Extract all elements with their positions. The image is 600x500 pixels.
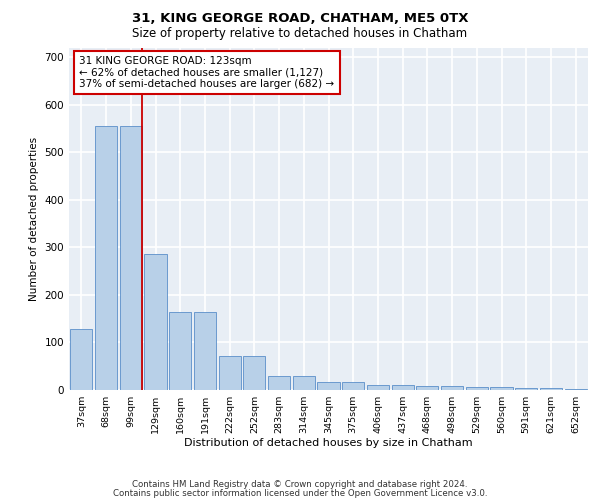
Text: Distribution of detached houses by size in Chatham: Distribution of detached houses by size … — [184, 438, 473, 448]
Bar — [416, 386, 439, 390]
Text: 31 KING GEORGE ROAD: 123sqm
← 62% of detached houses are smaller (1,127)
37% of : 31 KING GEORGE ROAD: 123sqm ← 62% of det… — [79, 56, 335, 90]
Bar — [243, 356, 265, 390]
Bar — [441, 386, 463, 390]
Bar — [466, 386, 488, 390]
Bar — [268, 376, 290, 390]
Text: 31, KING GEORGE ROAD, CHATHAM, ME5 0TX: 31, KING GEORGE ROAD, CHATHAM, ME5 0TX — [132, 12, 468, 26]
Bar — [565, 388, 587, 390]
Bar — [169, 312, 191, 390]
Bar — [293, 376, 315, 390]
Bar — [540, 388, 562, 390]
Bar — [490, 386, 512, 390]
Bar — [119, 126, 142, 390]
Bar — [367, 385, 389, 390]
Bar — [145, 254, 167, 390]
Bar — [392, 385, 414, 390]
Bar — [515, 388, 538, 390]
Text: Contains public sector information licensed under the Open Government Licence v3: Contains public sector information licen… — [113, 490, 487, 498]
Bar — [342, 382, 364, 390]
Bar — [194, 312, 216, 390]
Bar — [70, 329, 92, 390]
Bar — [95, 126, 117, 390]
Text: Size of property relative to detached houses in Chatham: Size of property relative to detached ho… — [133, 28, 467, 40]
Y-axis label: Number of detached properties: Number of detached properties — [29, 136, 39, 301]
Bar — [218, 356, 241, 390]
Bar — [317, 382, 340, 390]
Text: Contains HM Land Registry data © Crown copyright and database right 2024.: Contains HM Land Registry data © Crown c… — [132, 480, 468, 489]
